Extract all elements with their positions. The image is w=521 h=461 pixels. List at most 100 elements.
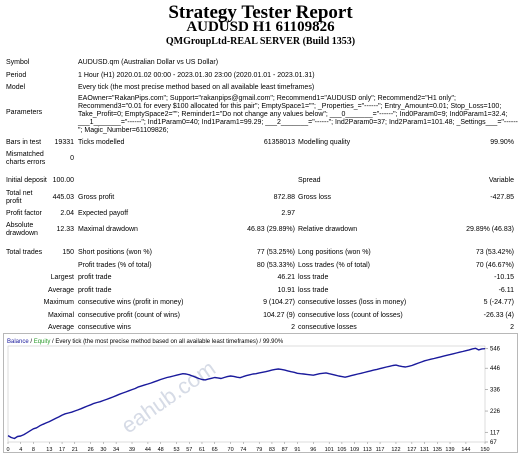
y-tick-label: 546 (490, 347, 501, 353)
plot-area (7, 345, 486, 443)
long-positions-value: 73 (53.42%) (475, 249, 514, 256)
x-tick-label: 113 (363, 447, 372, 453)
max-consecutive-losses-value: 5 (-24.77) (483, 299, 514, 306)
x-tick-label: 21 (72, 447, 78, 453)
maximum-label: Maximum (43, 299, 74, 306)
gross-profit-label: Gross profit (78, 194, 115, 201)
x-tick-label: 87 (282, 447, 288, 453)
report-server: QMGroupLtd-REAL SERVER (Build 1353) (165, 36, 356, 47)
legend-balance: Balance (7, 339, 29, 345)
maximal-drawdown-label: Maximal drawdown (78, 226, 138, 233)
x-tick-label: 13 (46, 447, 52, 453)
x-tick-label: 127 (407, 447, 416, 453)
maximal-label: Maximal (47, 312, 74, 319)
period-label: Period (6, 72, 27, 79)
y-tick-label: 226 (490, 409, 501, 415)
short-positions-value: 77 (53.25%) (256, 249, 295, 256)
y-tick-label: 117 (490, 430, 500, 436)
parameters-value: EAOwner="RakanPips.com"; Support="rakanp… (78, 95, 518, 134)
report-title: Strategy Tester Report (168, 2, 353, 23)
largest-profit-value: 46.21 (277, 274, 295, 281)
bars-value: 19331 (54, 139, 74, 146)
profit-factor-label: Profit factor (6, 210, 42, 217)
report-subtitle: AUDUSD H1 61109826 (186, 19, 335, 35)
chart-legend: Balance / Equity / Every tick (the most … (7, 339, 284, 345)
model-label: Model (6, 84, 26, 91)
mismatch-value: 0 (70, 155, 74, 162)
x-tick-label: 139 (445, 447, 454, 453)
model-value: Every tick (the most precise method base… (78, 84, 315, 91)
absolute-drawdown-value: 12.33 (56, 226, 74, 233)
x-tick-label: 91 (294, 447, 300, 453)
mismatch-label: Mismatched charts errors (6, 151, 46, 166)
avg-consecutive-wins-value: 2 (291, 324, 295, 331)
x-tick-label: 70 (228, 447, 234, 453)
total-trades-label: Total trades (6, 249, 43, 256)
symbol-label: Symbol (6, 59, 30, 66)
loss-trades-value: 70 (46.67%) (475, 262, 514, 269)
x-tick-label: 131 (420, 447, 429, 453)
bars-label: Bars in test (6, 139, 42, 146)
legend-description: / Every tick (the most precise method ba… (50, 339, 283, 345)
largest-loss-label: loss trade (298, 274, 329, 281)
deposit-label: Initial deposit (6, 177, 47, 184)
x-tick-label: 135 (433, 447, 442, 453)
largest-profit-label: profit trade (78, 274, 112, 281)
absolute-drawdown-label: Absolute drawdown (6, 222, 38, 237)
average-profit-value: 10.91 (277, 287, 295, 294)
x-tick-label: 48 (158, 447, 164, 453)
y-tick-label: 446 (490, 366, 501, 372)
gross-loss-label: Gross loss (298, 194, 332, 201)
parameters-label: Parameters (6, 109, 43, 116)
maximal-consecutive-profit-label: consecutive profit (count of wins) (78, 312, 180, 319)
balance-line (7, 347, 486, 440)
maximal-drawdown-value: 46.83 (29.89%) (247, 226, 295, 233)
x-tick-label: 74 (240, 447, 246, 453)
x-tick-label: 26 (88, 447, 94, 453)
average-profit-label: profit trade (78, 287, 112, 294)
x-tick-label: 61 (199, 447, 205, 453)
x-tick-label: 53 (173, 447, 179, 453)
x-tick-label: 8 (32, 447, 35, 453)
avg-consecutive-losses-label: consecutive losses (298, 324, 357, 331)
x-tick-label: 101 (325, 447, 334, 453)
quality-label: Modelling quality (298, 139, 351, 146)
expected-payoff-value: 2.97 (281, 210, 295, 217)
legend-equity: Equity (34, 339, 51, 345)
maximal-consecutive-loss-label: consecutive loss (count of losses) (298, 312, 403, 319)
quality-value: 99.90% (490, 139, 514, 146)
x-tick-label: 122 (391, 447, 400, 453)
max-consecutive-wins-label: consecutive wins (profit in money) (78, 299, 184, 306)
avg-label: Average (48, 324, 74, 331)
deposit-value: 100.00 (52, 177, 74, 184)
x-tick-label: 109 (350, 447, 359, 453)
profit-trades-value: 80 (53.33%) (256, 262, 295, 269)
ticks-label: Ticks modelled (78, 139, 125, 146)
x-tick-label: 4 (19, 447, 22, 453)
relative-drawdown-value: 29.89% (46.83) (466, 226, 514, 233)
total-trades-value: 150 (62, 249, 74, 256)
expected-payoff-label: Expected payoff (78, 210, 129, 217)
short-positions-label: Short positions (won %) (78, 249, 152, 256)
long-positions-label: Long positions (won %) (298, 249, 371, 256)
net-profit-label: Total net profit (6, 190, 33, 205)
x-tick-label: 150 (480, 447, 489, 453)
net-profit-value: 445.03 (52, 194, 74, 201)
profit-factor-value: 2.04 (60, 210, 74, 217)
x-tick-label: 57 (186, 447, 192, 453)
max-consecutive-wins-value: 9 (104.27) (263, 299, 295, 306)
x-tick-label: 105 (337, 447, 346, 453)
maximal-consecutive-profit-value: 104.27 (9) (263, 312, 295, 319)
average-loss-value: -6.11 (498, 287, 514, 294)
y-tick-label: 336 (490, 388, 501, 394)
x-tick-label: 30 (100, 447, 106, 453)
avg-consecutive-losses-value: 2 (510, 324, 514, 331)
symbol-value: AUDUSD.qm (Australian Dollar vs US Dolla… (78, 59, 219, 66)
x-tick-label: 34 (113, 447, 119, 453)
x-tick-label: 117 (376, 447, 385, 453)
gross-loss-value: -427.85 (490, 194, 514, 201)
y-tick-label: 67 (490, 440, 497, 446)
legend-separator: / (29, 339, 34, 345)
maximal-consecutive-loss-value: -26.33 (4) (483, 312, 514, 319)
x-tick-label: 65 (212, 447, 218, 453)
